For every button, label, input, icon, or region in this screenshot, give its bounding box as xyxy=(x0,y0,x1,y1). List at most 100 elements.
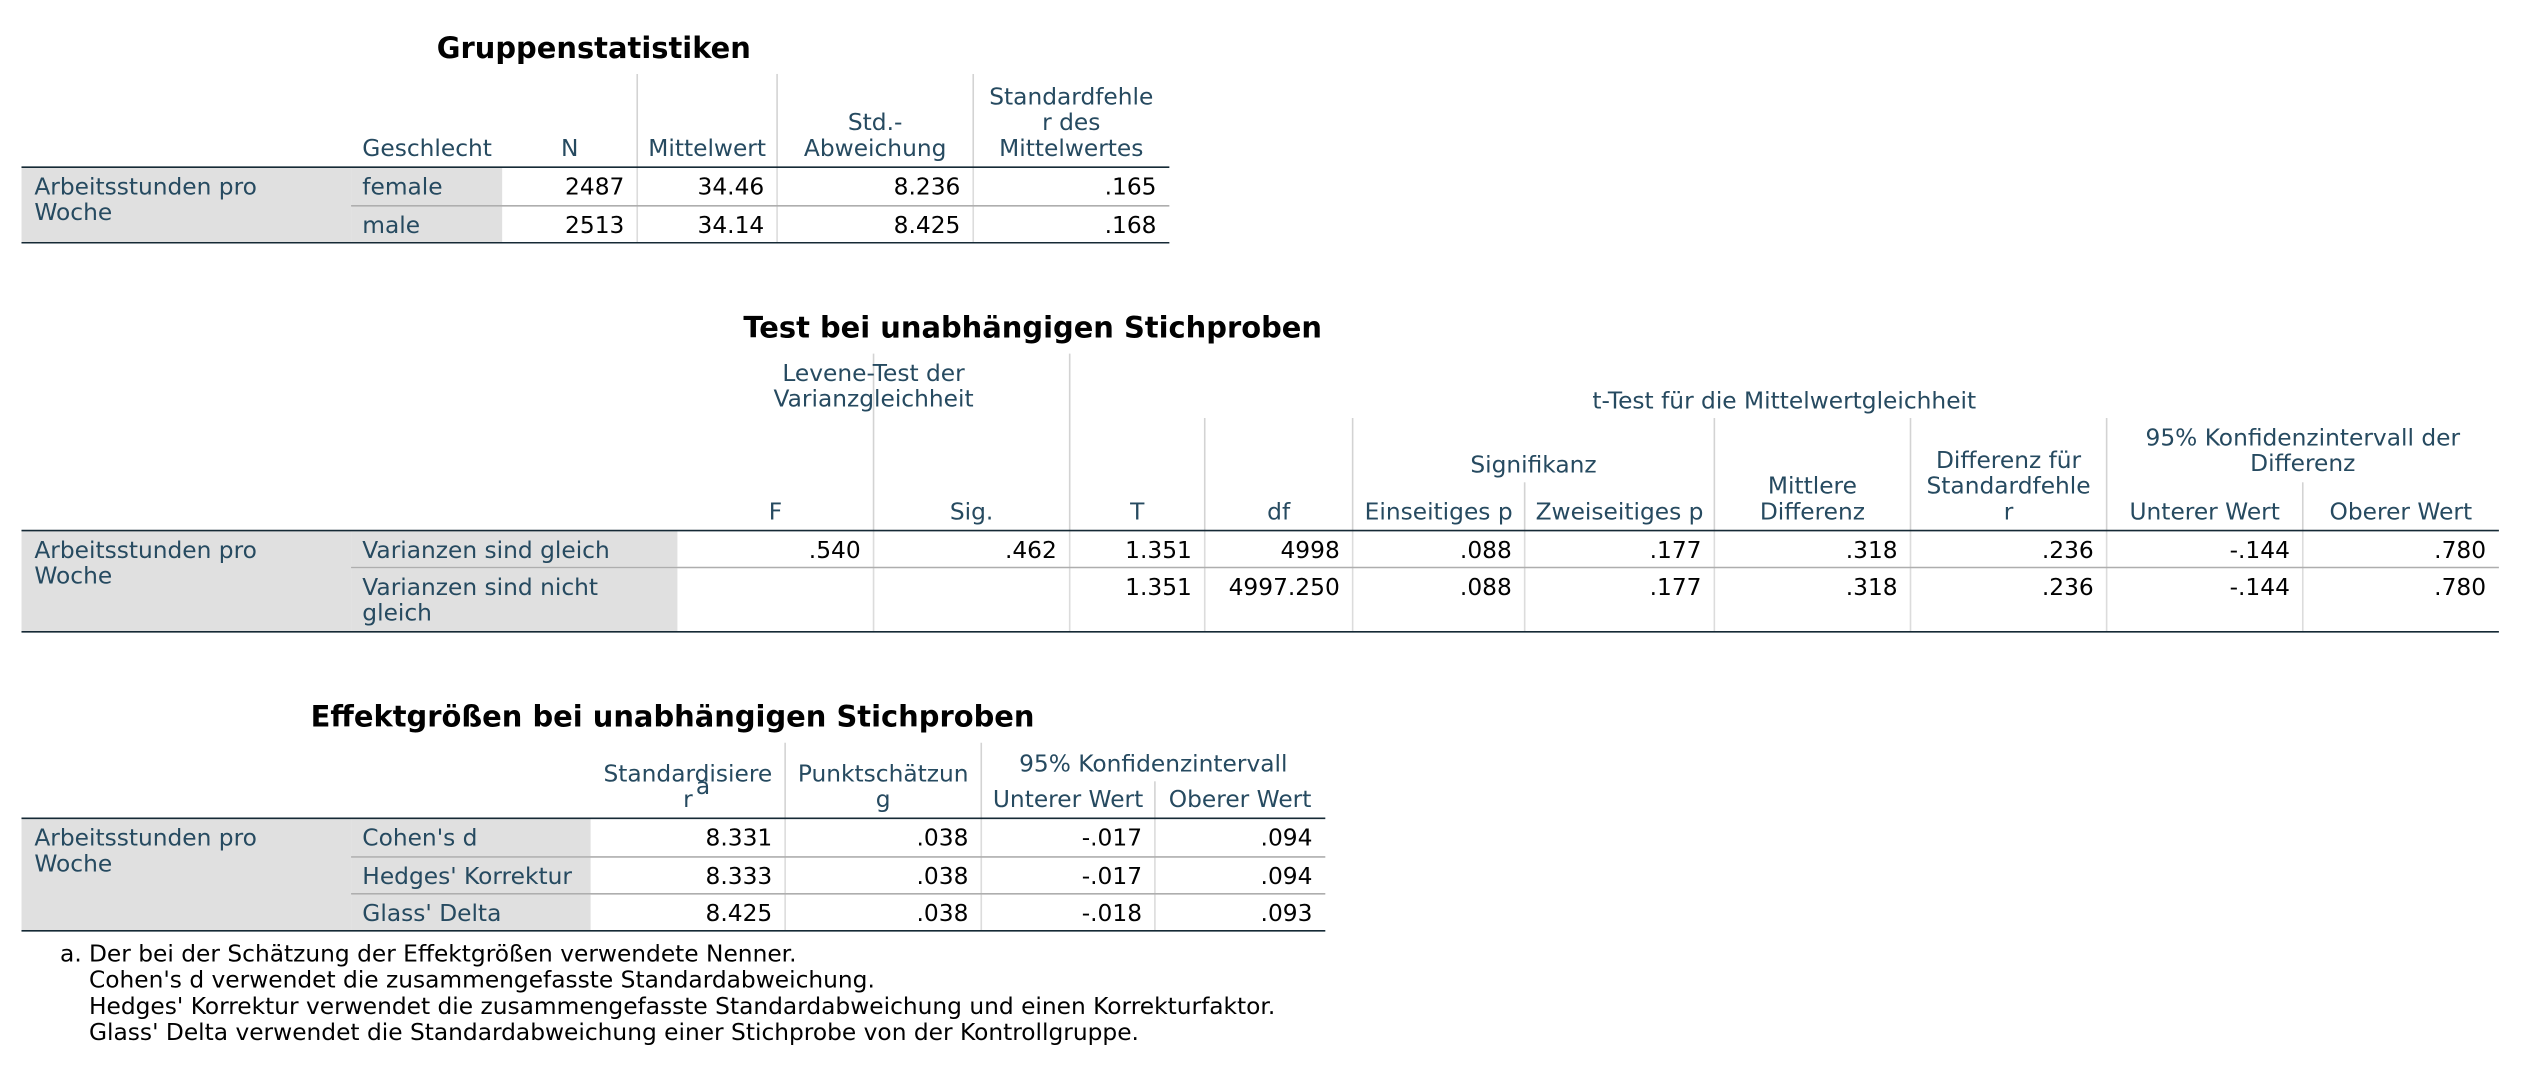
column-header: r xyxy=(683,786,693,813)
cell-value: .780 xyxy=(2434,574,2486,601)
cell-value: .462 xyxy=(1005,537,1057,564)
sub-label: Hedges' Korrektur xyxy=(362,863,572,890)
cell-value: 1.351 xyxy=(1125,574,1192,601)
column-header: Mittlere xyxy=(1768,473,1857,500)
cell-value: .088 xyxy=(1460,574,1512,601)
cell-value: 1.351 xyxy=(1125,537,1192,564)
column-header: Standardfehle xyxy=(1927,473,2091,500)
group-header: Varianzgleichheit xyxy=(774,386,974,413)
cell-value: 8.331 xyxy=(706,825,773,852)
footnote-line: Hedges' Korrektur verwendet die zusammen… xyxy=(89,993,1275,1020)
group-header: Signifikanz xyxy=(1470,452,1596,479)
column-header: Mittelwert xyxy=(648,135,766,162)
column-header: T xyxy=(1129,498,1145,525)
column-header: Punktschätzun xyxy=(798,760,969,787)
row-label: Woche xyxy=(34,850,112,877)
column-header: Std.- xyxy=(848,109,903,136)
column-header: Standardisiere xyxy=(603,760,772,787)
column-header: Differenz für xyxy=(1936,447,2082,474)
cell-value: 8.425 xyxy=(706,900,773,927)
cell-value: .094 xyxy=(1261,825,1313,852)
sub-label-bg xyxy=(351,568,678,632)
column-header: Oberer Wert xyxy=(1169,786,1312,813)
cell-value: .168 xyxy=(1105,212,1157,239)
footnote-line: Glass' Delta verwendet die Standardabwei… xyxy=(89,1019,1139,1046)
footnote-line: Cohen's d verwendet die zusammengefasste… xyxy=(89,967,875,994)
cell-value: -.144 xyxy=(2230,574,2290,601)
footnote-line: Der bei der Schätzung der Effektgrößen v… xyxy=(89,940,797,967)
column-header: F xyxy=(769,498,782,525)
table-title: Effektgrößen bei unabhängigen Stichprobe… xyxy=(311,700,1035,734)
cell-value: .038 xyxy=(917,900,969,927)
sub-label: Cohen's d xyxy=(362,825,477,852)
row-label: Arbeitsstunden pro xyxy=(34,825,257,852)
table-title: Gruppenstatistiken xyxy=(437,31,751,65)
column-header: Unterer Wert xyxy=(993,786,1143,813)
cell-value: 8.333 xyxy=(706,863,773,890)
cell-value: 2487 xyxy=(565,174,624,201)
cell-value: .236 xyxy=(2042,574,2094,601)
group-header: Levene-Test der xyxy=(782,360,965,387)
sub-label: male xyxy=(362,212,420,239)
cell-value: .236 xyxy=(2042,537,2094,564)
column-header: Einseitiges p xyxy=(1365,498,1513,525)
cell-value: .318 xyxy=(1846,574,1898,601)
cell-value: 8.425 xyxy=(894,212,961,239)
cell-value: .093 xyxy=(1261,900,1313,927)
footnote-marker: a xyxy=(696,773,710,800)
column-header: Unterer Wert xyxy=(2130,498,2280,525)
row-label: Arbeitsstunden pro xyxy=(34,174,257,201)
sub-label: female xyxy=(362,174,442,201)
cell-value: 4998 xyxy=(1280,537,1339,564)
sub-label: Varianzen sind nicht xyxy=(362,574,598,601)
cell-value: .780 xyxy=(2434,537,2486,564)
row-label-bg xyxy=(21,167,352,243)
cell-value: .038 xyxy=(917,863,969,890)
column-header: r des xyxy=(1042,109,1100,136)
sub-label-bg xyxy=(351,168,503,205)
column-header: N xyxy=(561,135,578,162)
group-header: 95% Konfidenzintervall xyxy=(1019,751,1287,778)
cell-value: .038 xyxy=(917,825,969,852)
group-header: t-Test für die Mittelwertgleichheit xyxy=(1592,387,1976,414)
sub-label: gleich xyxy=(362,600,432,627)
column-header: Mittelwertes xyxy=(999,135,1143,162)
sub-label-bg xyxy=(351,894,591,931)
cell-value: .177 xyxy=(1650,537,1702,564)
column-header: Standardfehle xyxy=(989,83,1153,110)
cell-value: -.017 xyxy=(1082,863,1142,890)
column-header: Geschlecht xyxy=(362,135,492,162)
column-header: Sig. xyxy=(950,498,993,525)
column-header: g xyxy=(876,786,891,813)
cell-value: 4997.250 xyxy=(1229,574,1340,601)
column-header: Oberer Wert xyxy=(2330,498,2473,525)
cell-value: 8.236 xyxy=(894,174,961,201)
row-label: Woche xyxy=(34,199,112,226)
column-header: Differenz xyxy=(1760,498,1865,525)
cell-value: .177 xyxy=(1650,574,1702,601)
cell-value: 2513 xyxy=(565,212,624,239)
cell-value: .165 xyxy=(1105,174,1157,201)
cell-value: 34.14 xyxy=(698,212,765,239)
sub-label: Varianzen sind gleich xyxy=(362,537,609,564)
group-header: Differenz xyxy=(2250,450,2355,477)
cell-value: -.144 xyxy=(2230,537,2290,564)
table-title: Test bei unabhängigen Stichproben xyxy=(743,311,1322,345)
row-label: Woche xyxy=(34,563,112,590)
cell-value: .088 xyxy=(1460,537,1512,564)
sub-label: Glass' Delta xyxy=(362,900,501,927)
cell-value: -.017 xyxy=(1082,825,1142,852)
column-header: df xyxy=(1267,498,1291,525)
row-label: Arbeitsstunden pro xyxy=(34,537,257,564)
column-header: r xyxy=(2004,498,2014,525)
sub-label-bg xyxy=(351,206,503,242)
sub-label-bg xyxy=(351,531,678,567)
cell-value: .318 xyxy=(1846,537,1898,564)
column-header: Zweiseitiges p xyxy=(1536,498,1704,525)
row-label-bg xyxy=(21,818,352,931)
row-label-bg xyxy=(21,530,352,632)
cell-value: .094 xyxy=(1261,863,1313,890)
group-header: 95% Konfidenzintervall der xyxy=(2146,424,2461,451)
cell-value: 34.46 xyxy=(698,174,765,201)
